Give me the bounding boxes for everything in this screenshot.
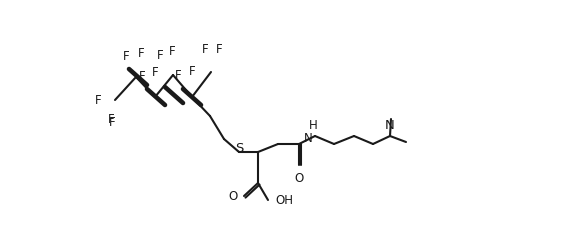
Text: F: F [123, 50, 129, 63]
Text: F: F [189, 65, 196, 78]
Text: F: F [139, 70, 145, 83]
Text: F: F [109, 116, 116, 129]
Text: F: F [157, 49, 164, 62]
Text: F: F [152, 66, 158, 79]
Text: H: H [308, 119, 317, 132]
Text: O: O [229, 190, 238, 203]
Text: F: F [169, 45, 176, 58]
Text: F: F [138, 47, 145, 60]
Text: F: F [176, 69, 182, 82]
Text: O: O [294, 172, 304, 185]
Text: F: F [215, 43, 222, 56]
Text: OH: OH [275, 194, 293, 207]
Text: F: F [95, 93, 102, 106]
Text: N: N [385, 119, 395, 132]
Text: F: F [202, 43, 208, 56]
Text: F: F [108, 113, 115, 126]
Text: N: N [304, 132, 313, 146]
Text: S: S [235, 142, 243, 155]
